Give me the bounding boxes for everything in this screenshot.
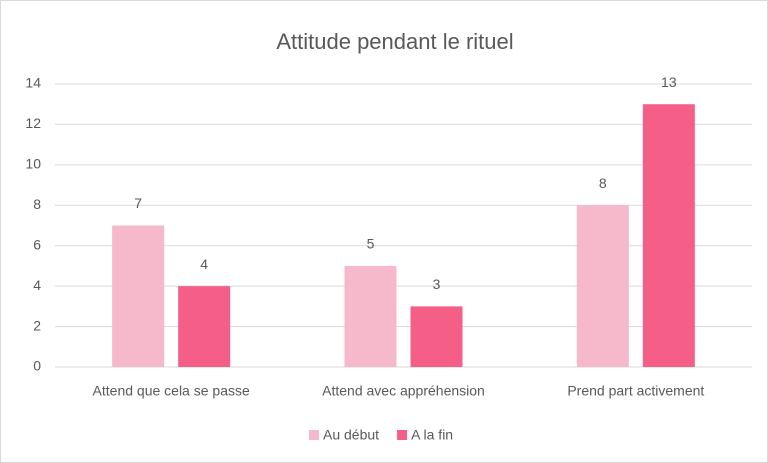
y-tick-label: 12 — [25, 115, 41, 131]
y-tick-label: 2 — [33, 317, 41, 333]
chart-title: Attitude pendant le rituel — [276, 29, 513, 54]
data-label: 4 — [200, 256, 208, 272]
bar — [344, 265, 397, 367]
bar — [178, 286, 231, 367]
legend-swatch — [309, 430, 319, 440]
x-tick-label: Prend part activement — [567, 383, 704, 399]
legend-label: Au début — [323, 427, 379, 443]
x-tick-label: Attend avec appréhension — [322, 383, 485, 399]
data-label: 8 — [599, 175, 607, 191]
y-tick-label: 4 — [33, 277, 41, 293]
data-label: 7 — [134, 195, 142, 211]
data-label: 3 — [433, 276, 441, 292]
y-tick-label: 8 — [33, 196, 41, 212]
x-tick-label: Attend que cela se passe — [93, 383, 250, 399]
legend-swatch — [397, 430, 408, 440]
bar — [410, 306, 463, 367]
data-label: 5 — [367, 236, 375, 252]
y-tick-label: 6 — [33, 236, 41, 252]
legend-label: A la fin — [411, 427, 453, 443]
bar — [642, 104, 695, 367]
y-tick-label: 0 — [33, 358, 41, 374]
bar — [576, 205, 629, 367]
data-label: 13 — [661, 74, 677, 90]
y-tick-label: 14 — [25, 75, 41, 91]
bar — [112, 225, 165, 367]
y-tick-label: 10 — [25, 156, 41, 172]
